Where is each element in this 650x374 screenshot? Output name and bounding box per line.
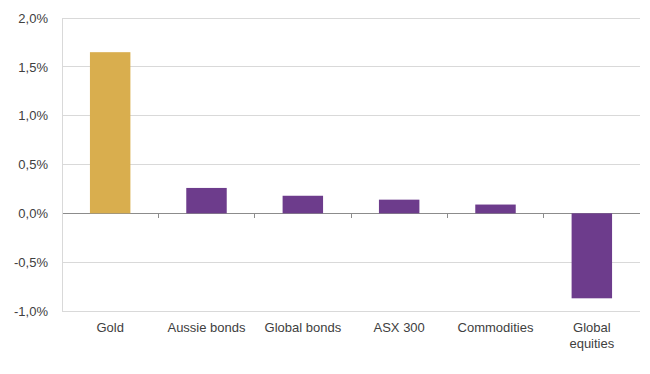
- x-tick-label: Global bonds: [265, 320, 342, 335]
- bars: [90, 52, 612, 298]
- x-tick-label: Globalequities: [569, 320, 614, 351]
- x-tick: Commodities: [458, 311, 534, 335]
- bar: [572, 213, 612, 298]
- x-axis: Gold Aussie bonds Global bonds ASX 300 Commo…: [63, 311, 641, 351]
- separator: [158, 213, 159, 218]
- bar: [186, 188, 226, 213]
- y-tick: 0,0%: [18, 206, 62, 221]
- bar: [475, 205, 515, 214]
- x-tick-label: Commodities: [458, 320, 534, 335]
- x-axis-line: [63, 311, 641, 312]
- y-tick: -0,5%: [14, 255, 62, 270]
- x-tick: Aussie bonds: [167, 311, 246, 335]
- x-tick: Global bonds: [265, 311, 342, 335]
- x-tick-label: Gold: [96, 320, 123, 335]
- grid-line: [62, 115, 640, 116]
- plot-area: -1,0% -0,5% 0,0% 0,5% 1,0% 1,5% 2,0% Gold Aussie…: [14, 11, 640, 352]
- x-tick: Gold: [96, 311, 123, 335]
- x-tick: ASX 300: [374, 311, 425, 335]
- grid-line: [62, 262, 640, 263]
- y-tick: -1,0%: [14, 304, 62, 319]
- y-axis: -1,0% -0,5% 0,0% 0,5% 1,0% 1,5% 2,0%: [14, 11, 62, 319]
- separator: [351, 213, 352, 218]
- grid-line: [62, 18, 640, 19]
- x-tick-label-line: Global: [573, 320, 611, 335]
- bar: [283, 196, 323, 214]
- y-tick: 1,0%: [18, 108, 62, 123]
- y-tick: 0,5%: [18, 157, 62, 172]
- separator: [543, 213, 544, 218]
- separator: [447, 213, 448, 218]
- y-tick-label: 1,0%: [18, 108, 48, 123]
- grid-line: [62, 164, 640, 165]
- y-tick: 1,5%: [18, 59, 62, 74]
- y-tick-label: 2,0%: [18, 11, 48, 26]
- y-tick-label: -0,5%: [14, 255, 48, 270]
- separator: [254, 213, 255, 218]
- grid-line: [62, 66, 640, 67]
- y-tick-label: 0,5%: [18, 157, 48, 172]
- x-tick-label: ASX 300: [374, 320, 425, 335]
- category-separators: [158, 213, 543, 218]
- y-tick-label: 0,0%: [18, 206, 48, 221]
- bar: [379, 200, 419, 214]
- x-tick-label-line: equities: [569, 336, 614, 351]
- chart-container: -1,0% -0,5% 0,0% 0,5% 1,0% 1,5% 2,0% Gold Aussie…: [0, 0, 650, 374]
- y-tick-label: -1,0%: [14, 304, 48, 319]
- grid: [62, 18, 640, 311]
- bar: [90, 52, 130, 213]
- y-tick-label: 1,5%: [18, 59, 48, 74]
- grid-line: [62, 311, 640, 312]
- chart-svg: -1,0% -0,5% 0,0% 0,5% 1,0% 1,5% 2,0% Gold Aussie…: [0, 0, 650, 374]
- y-tick: 2,0%: [18, 11, 62, 26]
- x-tick: Globalequities: [569, 311, 614, 351]
- y-axis-line: [62, 19, 63, 312]
- x-tick-label: Aussie bonds: [167, 320, 246, 335]
